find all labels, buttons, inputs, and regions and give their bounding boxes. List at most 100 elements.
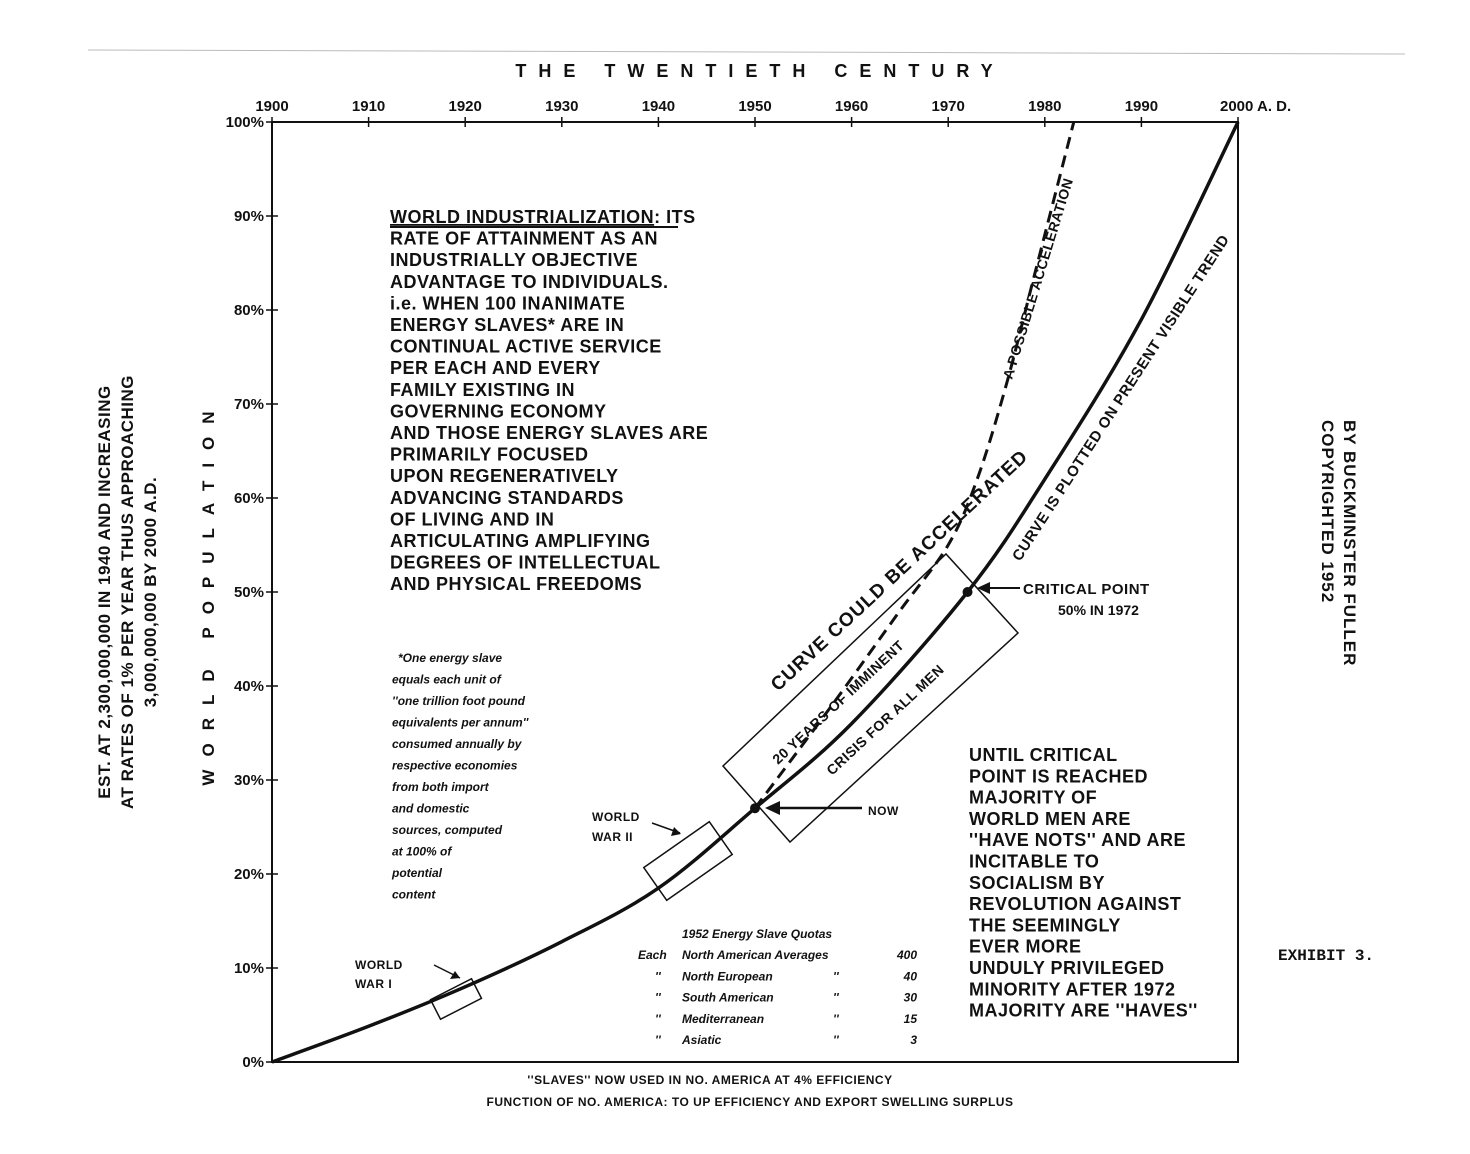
y-tick-label: 50% [234,584,264,601]
x-tick-label: 1920 [449,98,482,115]
y-tick-label: 70% [234,396,264,413]
quota-region: North American Averages [682,948,829,962]
right-text-line: EVER MORE [969,937,1082,957]
y-tick-label: 0% [242,1054,264,1071]
right-text-line: UNDULY PRIVILEGED [969,958,1165,978]
main-text-line: GOVERNING ECONOMY [390,401,607,421]
y-tick-label: 90% [234,208,264,225]
footnote-line: ''one trillion foot pound [392,694,526,708]
right-text-line: MINORITY AFTER 1972 [969,979,1176,999]
quota-value: 40 [903,969,918,983]
quota-prefix: '' [655,1012,662,1026]
y-axis-label: WORLD POPULATION [199,398,218,785]
right-text-line: MAJORITY OF [969,788,1097,808]
y-tick-label: 80% [234,302,264,319]
quota-ditto: '' [833,1012,840,1026]
y-axis-ticks: 0% 10% 20% 30% 40% 50% 60% 70% 80% 90% 100% [226,114,278,1071]
ww1-arrowhead [450,971,460,979]
ww2-label-1: WORLD [592,810,640,824]
ww2-arrowhead [671,827,681,836]
quota-value: 3 [910,1033,917,1047]
quota-value: 15 [904,1012,918,1026]
footnote-line: content [392,888,436,902]
footnote-line: from both import [392,780,490,794]
quota-prefix: '' [655,991,662,1005]
right-text-line: THE SEEMINGLY [969,915,1121,935]
chart-title: THE TWENTIETH CENTURY [515,61,1004,81]
crisis-label: CRISIS FOR ALL MEN [823,661,947,778]
main-text-line: UPON REGENERATIVELY [390,466,619,486]
main-text-line: PER EACH AND EVERY [390,358,601,378]
footnote-line: *One energy slave [398,651,502,665]
left-note-line-2: AT RATES OF 1% PER YEAR THUS APPROACHING [118,375,137,809]
ww1-box [429,977,483,1021]
main-text-line: AND THOSE ENERGY SLAVES ARE [390,423,708,443]
quota-ditto: '' [833,1033,840,1047]
footnote-line: equivalents per annum'' [392,716,530,730]
x-axis-ticks: 1900 1910 1920 1930 1940 1950 1960 1970 1980 1990… [255,98,1291,127]
right-text-line: POINT IS REACHED [969,766,1148,786]
footnote-line: sources, computed [392,823,503,837]
critical-point [962,587,973,597]
main-text-line: ADVANTAGE TO INDIVIDUALS. [390,272,669,292]
quota-value: 30 [904,991,918,1005]
footnote-line: and domestic [392,802,470,816]
quota-table: 1952 Energy Slave Quotas Each North Americ… [638,927,917,1047]
quota-region: South American [682,991,774,1005]
right-text-line: REVOLUTION AGAINST [969,894,1181,914]
right-text-line: ''HAVE NOTS'' AND ARE [969,830,1186,850]
x-tick-label: 1910 [352,98,385,115]
y-tick-label: 60% [234,490,264,507]
main-text-line: DEGREES OF INTELLECTUAL [390,553,661,573]
ww2-box [642,820,734,902]
curve-accel-label: CURVE COULD BE ACCELERATED [767,446,1032,696]
main-text-heading: WORLD INDUSTRIALIZATION: ITS [390,207,696,227]
critical-label-1: CRITICAL POINT [1023,581,1150,598]
right-text-line: MAJORITY ARE ''HAVES'' [969,1001,1198,1021]
possible-acceleration-line [753,121,1076,810]
ww1-label-2: WAR I [355,977,392,991]
quota-prefix: '' [655,1033,662,1047]
energy-slave-footnote: *One energy slave equals each unit of ''on… [391,651,530,902]
main-text-line: INDUSTRIALLY OBJECTIVE [390,250,638,270]
critical-arrowhead [977,582,990,594]
critical-label-2: 50% IN 1972 [1058,602,1139,618]
main-text-line: RATE OF ATTAINMENT AS AN [390,229,658,249]
left-note-line-1: EST. AT 2,300,000,000 IN 1940 AND INCREA… [95,385,114,798]
y-tick-label: 40% [234,678,264,695]
exhibit-label: EXHIBIT 3. [1278,947,1374,965]
right-text-line: WORLD MEN ARE [969,809,1131,829]
bottom-note-2: FUNCTION OF NO. AMERICA: TO UP EFFICIENC… [487,1095,1014,1109]
footnote-line: potential [391,866,443,880]
quota-region: North European [682,969,773,983]
y-tick-label: 30% [234,772,264,789]
main-text-heading-underlined: WORLD INDUSTRIALIZATION [390,207,654,227]
main-text-line: i.e. WHEN 100 INANIMATE [390,293,625,313]
quota-region: Asiatic [681,1033,722,1047]
present-trend-line [271,121,1240,1064]
now-label: NOW [868,804,899,818]
left-note-line-3: 3,000,000,000 BY 2000 A.D. [141,477,160,707]
main-text-line: AND PHYSICAL FREEDOMS [390,574,642,594]
footnote-line: equals each unit of [392,673,502,687]
x-tick-label: 1900 [255,98,288,115]
bottom-note-1: ''SLAVES'' NOW USED IN NO. AMERICA AT 4%… [527,1073,892,1087]
now-arrowhead [765,801,780,815]
main-text-line: CONTINUAL ACTIVE SERVICE [390,337,662,357]
y-tick-label: 100% [226,114,264,131]
copyright-line-2: BY BUCKMINSTER FULLER [1340,420,1359,666]
y-tick-label: 10% [234,960,264,977]
main-text-line: ARTICULATING AMPLIFYING [390,531,650,551]
x-tick-label: 1960 [835,98,868,115]
now-point [750,803,760,814]
x-tick-label: 2000 A. D. [1220,98,1291,115]
x-tick-label: 1940 [642,98,675,115]
footnote-line: respective economies [392,759,518,773]
y-tick-label: 20% [234,866,264,883]
quota-title: 1952 Energy Slave Quotas [682,927,832,941]
quota-ditto: '' [833,969,840,983]
x-tick-label: 1930 [545,98,578,115]
